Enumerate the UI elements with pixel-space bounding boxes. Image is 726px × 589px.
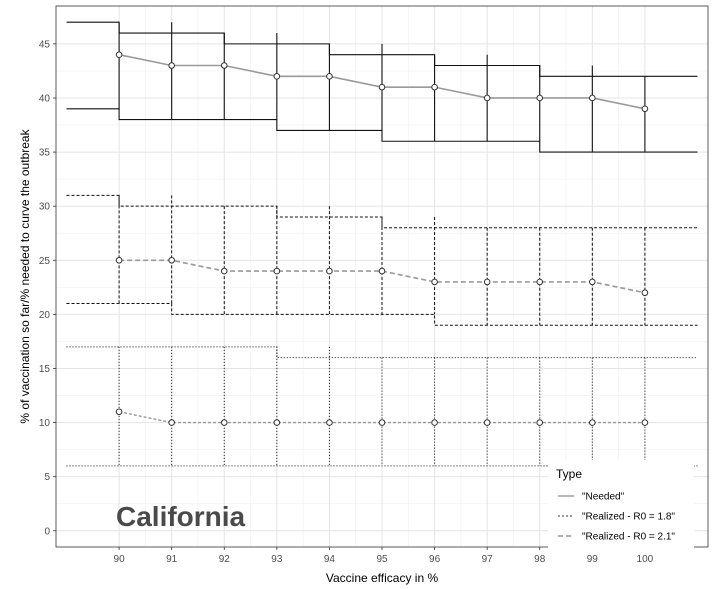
legend: Type "Needed" "Realized - R0 = 1.8" "Rea… [548, 460, 694, 552]
axis-layer: 0 5 10 15 20 25 30 35 40 45 90 91 92 93 94 95 96 97 98 99 10… [39, 39, 654, 565]
data-point [273, 267, 281, 275]
data-point [536, 419, 544, 426]
y-tick-label: 10 [39, 418, 51, 429]
y-tick-label: 40 [39, 93, 51, 104]
series-layer [115, 51, 649, 426]
data-point [431, 278, 438, 286]
y-tick-label: 30 [39, 202, 51, 213]
x-tick-label: 96 [429, 554, 441, 565]
x-axis-title: Vaccine efficacy in % [326, 571, 439, 585]
data-point [326, 267, 333, 275]
legend-label-needed: "Needed" [582, 492, 625, 503]
data-point [115, 51, 123, 58]
data-point [378, 267, 386, 275]
x-tick-label: 93 [271, 554, 283, 565]
interval-upper-bound [66, 194, 698, 229]
x-tick-label: 92 [219, 554, 231, 565]
data-point [589, 419, 596, 426]
data-point [589, 94, 596, 102]
interval-band-1 [66, 194, 698, 326]
data-point [641, 289, 649, 297]
data-point [641, 105, 649, 113]
y-tick-label: 15 [39, 364, 51, 375]
x-tick-label: 98 [534, 554, 546, 565]
data-point [378, 83, 386, 91]
legend-title: Type [556, 467, 582, 481]
x-tick-label: 90 [114, 554, 126, 565]
y-tick-label: 25 [39, 256, 51, 267]
data-point [536, 94, 544, 102]
data-point [220, 62, 228, 69]
y-tick-label: 0 [44, 526, 50, 537]
y-tick-label: 5 [44, 472, 50, 483]
data-point [273, 73, 281, 80]
data-point [220, 419, 228, 426]
data-point [641, 419, 649, 426]
data-point [115, 408, 123, 416]
y-tick-label: 35 [39, 148, 51, 159]
data-point [168, 62, 175, 69]
interval-band-2 [66, 346, 698, 467]
data-point [115, 256, 123, 264]
data-point [326, 419, 333, 426]
y-tick-label: 20 [39, 310, 51, 321]
x-tick-label: 99 [587, 554, 599, 565]
y-tick-label: 45 [39, 39, 51, 50]
x-tick-label: 91 [166, 554, 178, 565]
data-point [220, 267, 228, 275]
data-point [483, 278, 491, 286]
x-tick-label: 100 [637, 554, 654, 565]
data-point [168, 419, 175, 426]
data-point [483, 419, 491, 426]
legend-background [548, 460, 694, 552]
data-point [431, 83, 438, 91]
data-point [536, 278, 544, 286]
legend-label-realized-r0-1-8: "Realized - R0 = 1.8" [582, 512, 675, 523]
legend-label-realized-r0-2-1: "Realized - R0 = 2.1" [582, 532, 675, 543]
x-tick-label: 94 [324, 554, 336, 565]
data-point [589, 278, 596, 286]
data-point [431, 419, 438, 426]
x-tick-label: 97 [482, 554, 494, 565]
data-point [273, 419, 281, 426]
y-axis-title: % of vaccination so far/% needed to curv… [18, 128, 32, 423]
data-point [168, 256, 175, 264]
interval-upper-bound [66, 21, 698, 77]
data-point [483, 94, 491, 102]
interval-upper-bound [66, 346, 698, 359]
data-point [378, 419, 386, 426]
state-annotation: California [116, 501, 246, 532]
data-point [326, 73, 333, 80]
x-tick-label: 95 [376, 554, 388, 565]
